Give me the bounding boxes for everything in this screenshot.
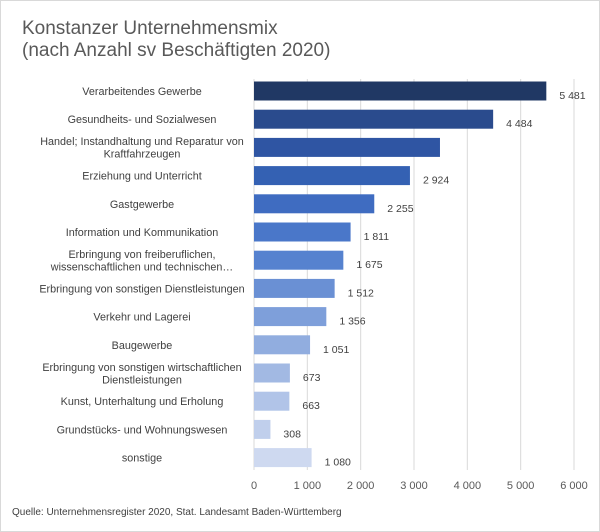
category-label: Erbringung von freiberuflichen, — [68, 249, 215, 261]
value-label: 308 — [283, 428, 301, 440]
bar — [254, 222, 351, 242]
category-label: Erziehung und Unterricht — [82, 171, 201, 183]
bar — [254, 137, 440, 157]
bar — [254, 419, 271, 439]
x-tick-label: 3 000 — [400, 480, 428, 492]
category-label: Verkehr und Lagerei — [93, 312, 190, 324]
value-label: 5 481 — [559, 90, 585, 102]
value-label: 1 512 — [348, 287, 374, 299]
bar — [254, 335, 311, 355]
bar — [254, 166, 410, 186]
bar — [254, 307, 327, 327]
value-label: 1 811 — [364, 231, 390, 243]
value-label: 1 675 — [356, 259, 382, 271]
category-label: Information und Kommunikation — [66, 227, 218, 239]
x-tick-label: 5 000 — [507, 480, 535, 492]
category-label: Kunst, Unterhaltung und Erholung — [61, 396, 224, 408]
category-label: Erbringung von sonstigen Dienstleistunge… — [39, 283, 244, 295]
value-label: 2 924 — [423, 175, 449, 187]
value-label: 1 051 — [323, 344, 349, 356]
category-label: sonstige — [122, 453, 162, 465]
category-label: wissenschaftlichen und technischen… — [50, 261, 233, 273]
bar — [254, 363, 290, 383]
category-label: Gesundheits- und Sozialwesen — [68, 114, 217, 126]
x-tick-label: 6 000 — [560, 480, 588, 492]
x-tick-label: 0 — [251, 480, 257, 492]
bar — [254, 194, 375, 214]
category-label: Kraftfahrzeugen — [104, 149, 181, 161]
value-label: 1 080 — [325, 457, 351, 469]
bar — [254, 278, 335, 298]
bar — [254, 81, 547, 101]
bar — [254, 109, 494, 129]
chart-title: Konstanzer Unternehmensmix (nach Anzahl … — [22, 18, 331, 61]
value-label: 1 356 — [339, 316, 365, 328]
x-tick-label: 4 000 — [454, 480, 482, 492]
category-label: Verarbeitendes Gewerbe — [82, 86, 201, 98]
value-label: 2 255 — [387, 203, 413, 215]
chart-source: Quelle: Unternehmensregister 2020, Stat.… — [12, 507, 342, 518]
category-label: Baugewerbe — [112, 340, 173, 352]
category-label: Dienstleistungen — [102, 374, 182, 386]
value-label: 4 484 — [506, 118, 532, 130]
x-tick-label: 1 000 — [294, 480, 322, 492]
x-tick-label: 2 000 — [347, 480, 375, 492]
value-label: 673 — [303, 372, 321, 384]
category-label: Erbringung von sonstigen wirtschaftliche… — [42, 362, 241, 374]
bar — [254, 250, 344, 270]
category-label: Handel; Instandhaltung und Reparatur von — [40, 136, 244, 148]
value-label: 663 — [302, 400, 320, 412]
category-label: Gastgewerbe — [110, 199, 174, 211]
bar — [254, 391, 290, 411]
bar — [254, 448, 312, 468]
category-label: Grundstücks- und Wohnungswesen — [57, 424, 228, 436]
